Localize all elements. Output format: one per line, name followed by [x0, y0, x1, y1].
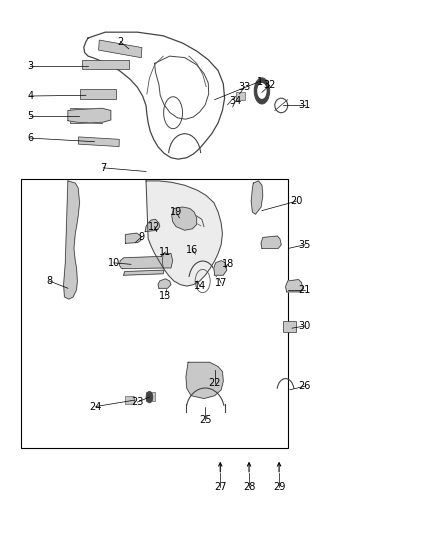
Text: 14: 14	[194, 281, 206, 291]
Text: 31: 31	[299, 100, 311, 110]
Text: 33: 33	[239, 82, 251, 92]
Text: 24: 24	[90, 401, 102, 411]
Polygon shape	[145, 220, 160, 232]
Polygon shape	[214, 261, 227, 275]
Text: 13: 13	[159, 290, 171, 301]
Text: 22: 22	[208, 377, 221, 387]
Bar	[81, 60, 129, 69]
Circle shape	[254, 78, 270, 104]
Polygon shape	[286, 280, 303, 292]
Text: 12: 12	[148, 222, 161, 232]
Text: 19: 19	[170, 207, 182, 217]
Text: 5: 5	[27, 111, 33, 122]
Text: 2: 2	[117, 37, 124, 46]
Bar	[70, 108, 102, 123]
Polygon shape	[186, 362, 223, 399]
Text: 4: 4	[27, 91, 33, 101]
Text: 9: 9	[139, 232, 145, 242]
Text: 25: 25	[199, 415, 212, 425]
Polygon shape	[158, 279, 171, 288]
Circle shape	[257, 83, 267, 99]
Bar	[99, 40, 142, 58]
Text: 17: 17	[215, 278, 227, 288]
Bar	[236, 92, 245, 100]
Text: 16: 16	[186, 245, 198, 255]
Text: 32: 32	[264, 80, 276, 90]
Bar	[21, 180, 288, 448]
Text: 1: 1	[257, 77, 263, 86]
Polygon shape	[162, 254, 173, 268]
Text: 7: 7	[100, 163, 106, 173]
Polygon shape	[146, 181, 223, 286]
Bar	[146, 392, 155, 401]
Text: 35: 35	[299, 240, 311, 250]
Polygon shape	[261, 236, 281, 248]
Text: 20: 20	[290, 196, 303, 206]
Circle shape	[146, 391, 153, 403]
Polygon shape	[124, 270, 164, 275]
Text: 21: 21	[299, 286, 311, 295]
Bar	[124, 395, 134, 405]
Polygon shape	[120, 256, 166, 269]
Text: 10: 10	[108, 258, 120, 268]
Text: 8: 8	[46, 276, 53, 286]
Text: 3: 3	[27, 61, 33, 71]
Text: 34: 34	[229, 96, 241, 106]
Text: 26: 26	[299, 381, 311, 391]
Text: 28: 28	[243, 482, 255, 492]
Text: 27: 27	[214, 482, 226, 492]
Text: 18: 18	[222, 260, 234, 269]
Bar	[80, 89, 116, 99]
Text: 30: 30	[299, 321, 311, 331]
Polygon shape	[172, 207, 197, 230]
Polygon shape	[125, 233, 141, 243]
Polygon shape	[64, 181, 79, 299]
Text: 23: 23	[131, 397, 144, 407]
Polygon shape	[68, 108, 111, 123]
Text: 11: 11	[159, 247, 171, 257]
Bar	[78, 137, 119, 147]
Bar	[283, 321, 296, 332]
Text: 6: 6	[27, 133, 33, 143]
Polygon shape	[251, 181, 263, 214]
Text: 29: 29	[273, 482, 285, 492]
